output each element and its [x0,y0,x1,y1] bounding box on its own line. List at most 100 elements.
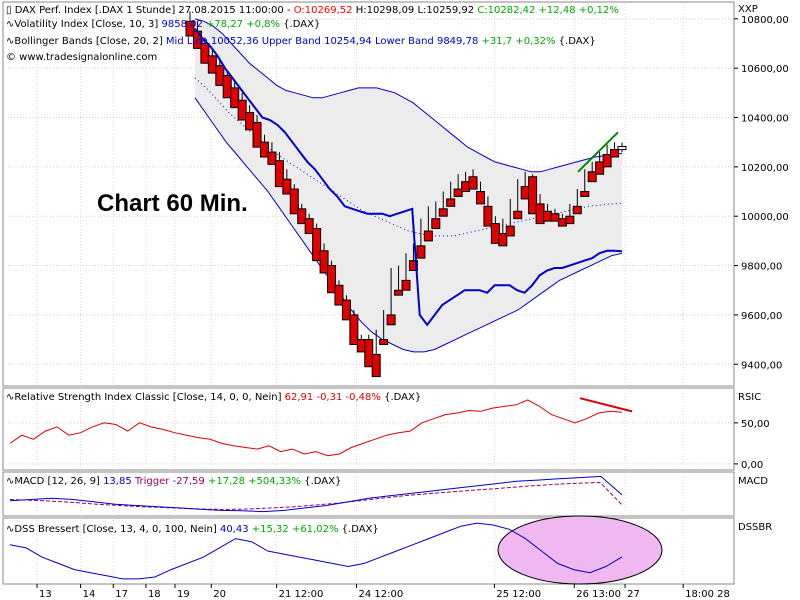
candle-body [230,87,240,109]
volatility-line [194,28,623,327]
bollinger-bands [194,18,623,353]
trend-line-up [577,131,619,173]
candle-body [438,208,448,217]
candle-body [543,210,553,222]
bollinger-change: +31,7 +0,32% [478,36,555,47]
candle [312,223,322,262]
x-tick-label: 20 [213,589,226,600]
chart-annotation: Chart 60 Min. [97,190,248,217]
candle [379,309,389,346]
candle-body [587,171,597,183]
x-tick-label: 25 12:00 [496,589,541,600]
candle [207,48,217,74]
candle-body [505,225,515,237]
candle [446,181,456,207]
main-header: ▯ DAX Perf. Index [.DAX 1 Stunde] 27.08.… [6,5,619,16]
candle-body [215,65,225,86]
dss-header: ∿DSS Bressert [Close, 13, 4, 0, 100, Nei… [6,524,379,535]
candle-body [595,161,605,175]
bollinger-fill [195,18,622,352]
candle [267,142,277,165]
candle [438,191,448,217]
rsi-suffix: {.DAX} [381,392,421,403]
rsi-header: ∿Relative Strength Index Classic [Close,… [6,392,421,403]
dss-highlight-ellipse [497,515,663,585]
candle-body [394,289,404,296]
candle [386,268,396,326]
candle-body [423,230,433,242]
candle [610,142,620,158]
x-tick-label: 18:00 28 [685,589,730,600]
upper-band-line [194,18,623,173]
candle-body [498,232,508,247]
dss-value: 40,43 [220,524,249,535]
x-tick-label: 14 [83,589,96,600]
candle [513,179,523,220]
candle [431,201,441,230]
candle-body [453,188,463,197]
candle [222,70,232,99]
bollinger-value: Mid Line 10052,36 Upper Band 10254,94 Lo… [166,36,478,47]
dss-suffix: {.DAX} [338,524,378,535]
dss-change: +15,32 +61,02% [249,524,339,535]
y-tick-label: 0,00 [741,460,763,471]
rsi-line [9,399,623,457]
macd-trigger: Trigger -27,59 [132,476,205,487]
candle [274,152,284,188]
candle-body [431,218,441,230]
candle [230,80,240,109]
macd-label: MACD [12, 26, 9] [14,476,103,487]
candle [475,181,485,205]
candle-body [185,20,195,37]
candle-body [371,353,381,378]
volatility-label: Volatility Index [Close, 10, 3] [14,19,161,30]
candle-body [222,75,232,99]
macd-value: 13,85 [103,476,132,487]
candle-body [327,265,337,294]
rsi-axis-title: RSIC [738,392,761,403]
line-icon: ∿ [6,524,14,535]
candle [602,144,612,168]
candle [304,213,314,234]
candle [394,265,404,296]
candle-body [468,176,478,190]
y-axis-ticks: 10800,00 10600,00 10400,00 10200,00 10000,00… [734,15,789,471]
dss-axis-title: DSSBR [738,522,772,533]
candle [259,134,269,158]
candle [580,169,590,197]
indicator-lines [9,28,663,585]
bollinger-label: Bollinger Bands [Close, 20, 2] [14,36,166,47]
main-axis-title: XXP [738,4,758,15]
candle [371,329,381,378]
candle-body [237,99,247,121]
candle-body [535,203,545,225]
macd-change: +17,28 +504,33% [205,476,301,487]
candle [341,295,351,321]
candle-body [446,198,456,207]
main-header-title: DAX Perf. Index [.DAX 1 Stunde] 27.08.20… [15,5,294,16]
x-tick-label: 24 12:00 [358,589,403,600]
candles [185,11,627,378]
candle [565,203,575,225]
candle [550,208,560,222]
line-icon: ∿ [6,392,14,403]
candle-body [334,284,344,306]
candle-body [386,314,396,326]
x-tick-label: 18 [148,589,161,600]
candle-body [274,160,284,188]
candle-body [297,208,307,225]
main-header-high-low: H:10298,09 L:10259,92 [353,5,478,16]
candle-body [207,55,217,74]
candle-body [408,260,418,271]
macd-trigger-line [9,481,623,510]
candle-body [252,121,262,148]
line-icon: ∿ [6,19,14,30]
candle [349,309,359,346]
candle [468,169,478,190]
macd-panel-frame [2,471,735,517]
candle [572,189,582,215]
candle-body [364,339,374,368]
main-header-close: C:10282,42 +12,48 +0,12% [477,5,619,16]
x-tick-label: 21 12:00 [279,589,324,600]
candle [483,196,493,227]
